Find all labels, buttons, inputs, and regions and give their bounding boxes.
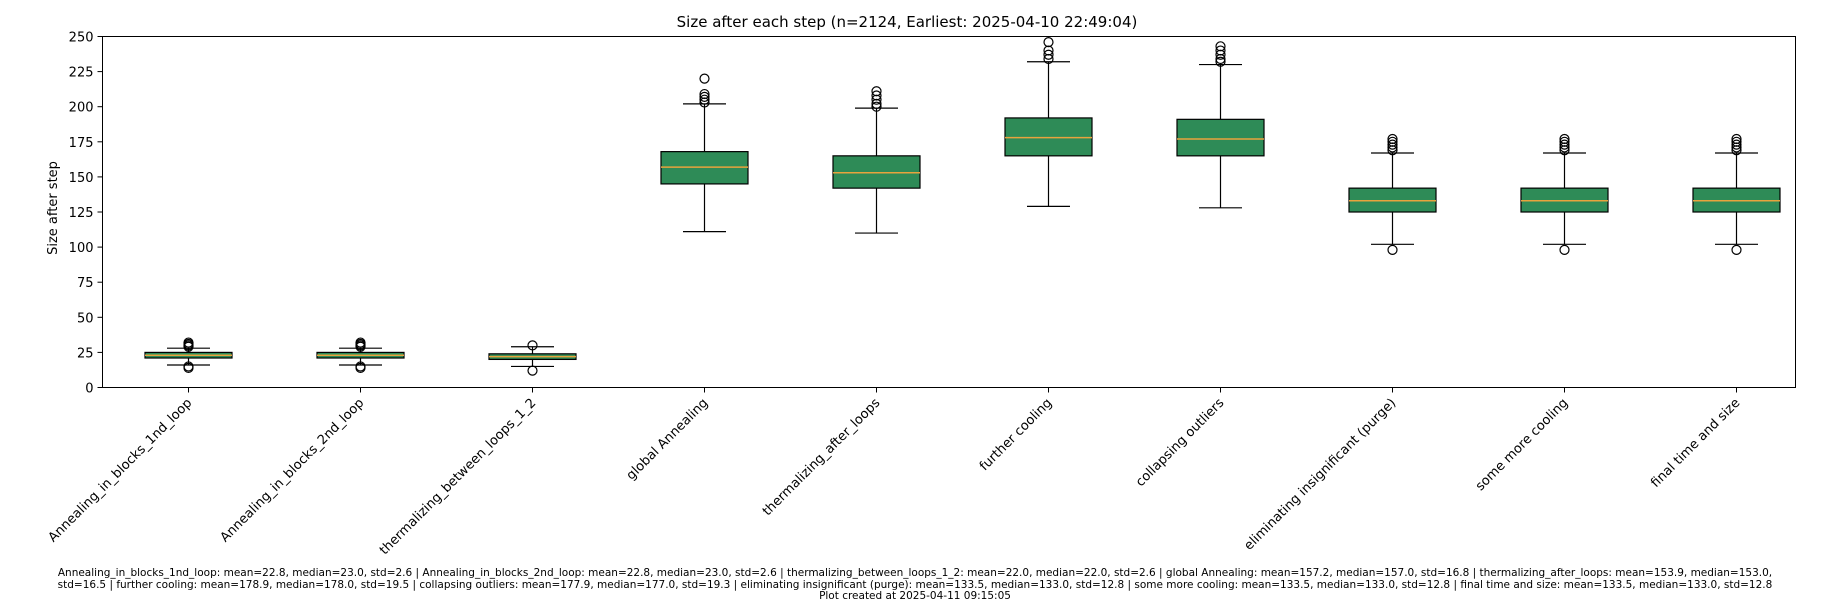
- y-tick-label: 0: [85, 382, 93, 397]
- outlier-point: [355, 361, 366, 372]
- outlier-point: [699, 94, 710, 105]
- outlier-point: [355, 337, 366, 348]
- y-tick-label: 125: [69, 206, 94, 221]
- outlier-point: [1387, 244, 1398, 256]
- outlier-point: [1559, 139, 1570, 150]
- box-iqr: [1176, 118, 1265, 157]
- outlier-point: [1215, 45, 1226, 56]
- x-tick-label: Annealing_in_blocks_1nd_loop: [46, 396, 196, 546]
- x-tick-label: final time and size: [1648, 396, 1743, 491]
- outlier-point: [1731, 244, 1742, 256]
- outlier-point: [1731, 133, 1742, 145]
- outlier-point: [1043, 49, 1054, 60]
- plot-created-timestamp: Plot created at 2025-04-11 09:15:05: [819, 590, 1011, 602]
- plot-area: 0 25 50 75 100 125 150 175 200 225 250 Annealing_in…: [46, 31, 1781, 558]
- x-tick-label: some more cooling: [1473, 396, 1571, 494]
- y-tick-label: 75: [77, 276, 94, 291]
- outlier-point: [1387, 139, 1398, 150]
- outlier-point: [699, 91, 710, 102]
- outlier-point: [871, 90, 882, 101]
- outlier-point: [1387, 136, 1398, 147]
- plot-frame: [102, 36, 1796, 388]
- y-tick-label: 200: [69, 101, 94, 116]
- outlier-point: [1731, 139, 1742, 150]
- outlier-point: [871, 86, 882, 97]
- outlier-point: [527, 340, 538, 351]
- y-tick-label: 175: [69, 136, 94, 151]
- outlier-point: [1215, 56, 1226, 67]
- outlier-point: [1215, 41, 1226, 52]
- x-tick-label: thermalizing_between_loops_1_2: [377, 396, 539, 558]
- outlier-point: [699, 73, 710, 84]
- outlier-point: [527, 365, 538, 376]
- outlier-point: [1731, 136, 1742, 147]
- y-tick-label: 225: [69, 66, 94, 81]
- x-tick-label: collapsing outliers: [1133, 396, 1227, 490]
- y-tick-label: 50: [77, 311, 94, 326]
- x-tick-label: Annealing_in_blocks_2nd_loop: [218, 396, 368, 546]
- stats-summary-line-1: Annealing_in_blocks_1nd_loop: mean=22.8,…: [57, 567, 1773, 579]
- y-tick-label: 250: [69, 31, 94, 46]
- y-tick-label: 100: [69, 241, 94, 256]
- x-tick-label: global Annealing: [624, 396, 712, 484]
- outlier-point: [1559, 244, 1570, 256]
- y-tick-label: 25: [77, 346, 94, 361]
- x-tick-label: further cooling: [977, 396, 1055, 474]
- outlier-point: [699, 88, 710, 100]
- outlier-point: [1559, 136, 1570, 147]
- outlier-point: [871, 101, 882, 112]
- y-tick-label: 150: [69, 171, 94, 186]
- outlier-point: [183, 361, 194, 372]
- outlier-point: [1559, 133, 1570, 145]
- outlier-point: [183, 337, 194, 348]
- outlier-point: [1387, 133, 1398, 145]
- outlier-point: [1043, 37, 1054, 48]
- x-tick-label: thermalizing_after_loops: [760, 396, 884, 520]
- chart-title: Size after each step (n=2124, Earliest: …: [677, 13, 1138, 31]
- stats-summary-line-2: std=16.5 | further cooling: mean=178.9, …: [57, 579, 1773, 591]
- x-tick-label: eliminating insignificant (purge): [1242, 396, 1400, 554]
- y-axis-label: Size after step: [46, 161, 61, 255]
